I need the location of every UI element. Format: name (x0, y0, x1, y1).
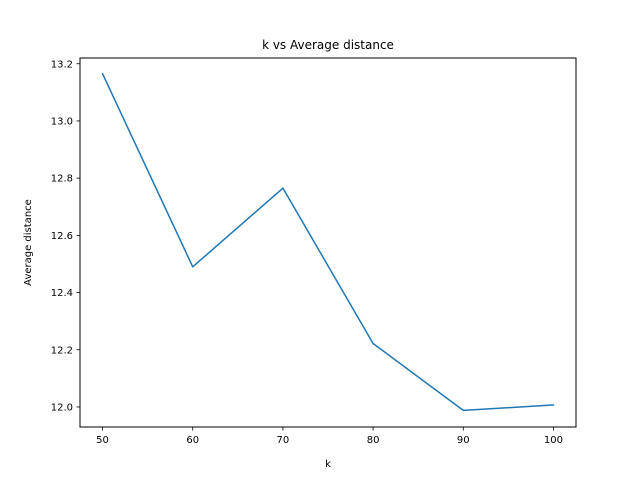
x-tick-label-0: 50 (96, 435, 109, 446)
x-axis-label: k (325, 459, 331, 470)
y-tick-label-6: 13.2 (51, 59, 73, 70)
y-tick-label-4: 12.8 (51, 174, 73, 185)
x-axis-ticks: 50 60 70 80 90 100 (96, 427, 563, 446)
y-tick-label-5: 13.0 (51, 117, 73, 128)
y-tick-label-2: 12.4 (51, 288, 73, 299)
plot-area (101, 72, 555, 412)
series-line-0 (101, 72, 555, 412)
chart-title: k vs Average distance (262, 38, 394, 52)
axes-frame (79, 57, 577, 428)
x-tick-label-1: 60 (186, 435, 199, 446)
x-tick-label-4: 90 (457, 435, 470, 446)
y-tick-label-0: 12.0 (51, 403, 73, 414)
y-axis-ticks: 12.0 12.2 12.4 12.6 12.8 13.0 13.2 (51, 59, 80, 414)
y-tick-label-3: 12.6 (51, 231, 73, 242)
y-axis-label: Average distance (23, 199, 34, 286)
x-tick-label-5: 100 (544, 435, 563, 446)
x-tick-label-3: 80 (367, 435, 380, 446)
y-tick-label-1: 12.2 (51, 345, 73, 356)
x-tick-label-2: 70 (277, 435, 290, 446)
